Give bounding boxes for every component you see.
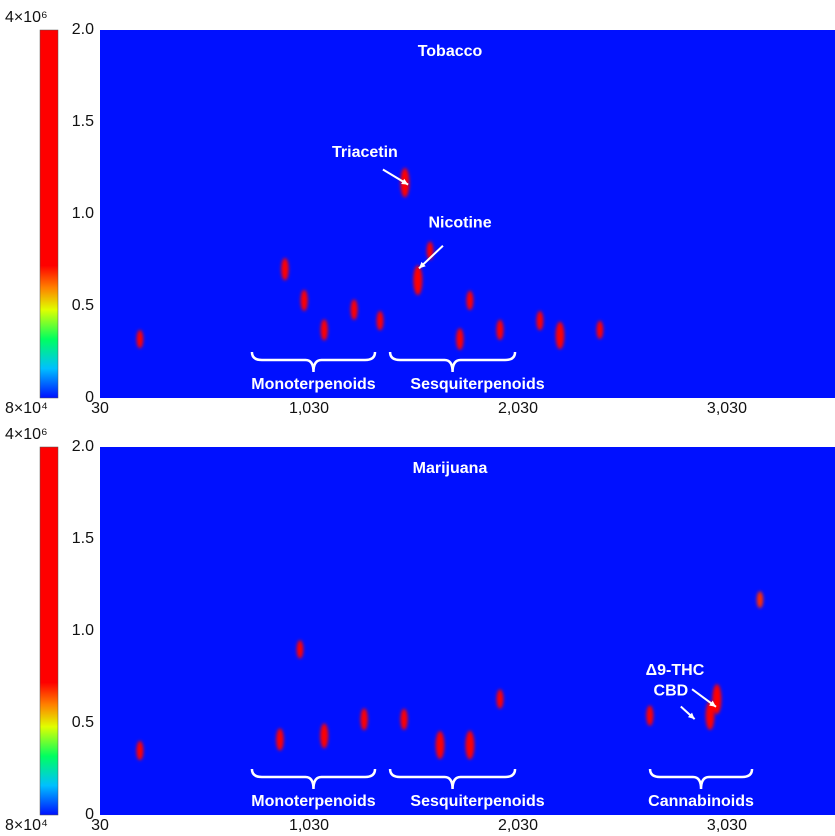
colorbar-max-label: 4×10⁶ (5, 9, 48, 26)
x-tick-label: 1,030 (289, 400, 329, 417)
y-tick-label: 1.5 (72, 113, 94, 130)
y-tick-label: 1.0 (72, 205, 94, 222)
colorbar (39, 446, 59, 816)
peak (360, 708, 368, 731)
region-bracket (648, 768, 754, 790)
annotation-arrowhead (401, 178, 409, 185)
colorbar-min-label: 8×10⁴ (5, 817, 48, 834)
peak (646, 705, 654, 726)
y-tick-label: 0.5 (72, 714, 94, 731)
x-tick-label: 2,030 (498, 400, 538, 417)
peaks (136, 168, 604, 351)
region-bracket (250, 768, 377, 790)
peak (435, 730, 445, 760)
region-label: Monoterpenoids (251, 793, 376, 810)
peak (320, 319, 328, 341)
peak (496, 319, 504, 341)
region-bracket (388, 351, 517, 373)
chart-title: Marijuana (413, 460, 488, 477)
annotation: Nicotine (428, 215, 491, 232)
plot-background (100, 30, 835, 398)
peak (705, 701, 715, 730)
region-bracket (250, 351, 377, 373)
x-tick-label: 30 (91, 400, 109, 417)
x-tick-label: 1,030 (289, 817, 329, 834)
region-label: Sesquiterpenoids (410, 793, 544, 810)
peak (413, 265, 423, 296)
peaks (136, 591, 764, 761)
region-label: Sesquiterpenoids (410, 376, 544, 393)
peak (465, 730, 475, 760)
annotation-arrowhead (709, 700, 716, 707)
peak (300, 289, 308, 312)
x-tick-label: 30 (91, 817, 109, 834)
peak (376, 311, 384, 331)
peak (496, 689, 504, 709)
peak (400, 708, 408, 730)
chart-title: Tobacco (418, 43, 483, 60)
plot-background (100, 447, 835, 815)
peak (136, 330, 144, 349)
peak (555, 321, 565, 350)
peak (281, 258, 289, 281)
region-bracket (388, 768, 517, 790)
peak (596, 320, 604, 340)
x-tick-label: 3,030 (707, 400, 747, 417)
annotation: Triacetin (332, 144, 398, 161)
y-tick-label: 2.0 (72, 438, 94, 455)
y-tick-label: 0 (85, 806, 94, 823)
peak (756, 591, 764, 609)
colorbar-min-label: 8×10⁴ (5, 400, 48, 417)
peak (456, 328, 464, 351)
annotation-arrowhead (419, 261, 426, 269)
colorbar-max-label: 4×10⁶ (5, 426, 48, 443)
annotation-arrowhead (687, 712, 695, 720)
peak (320, 723, 329, 749)
annotation: CBD (654, 683, 689, 700)
peak (350, 299, 358, 320)
peak (136, 740, 144, 761)
y-tick-label: 0.5 (72, 297, 94, 314)
region-label: Cannabinoids (648, 793, 754, 810)
colorbar (39, 29, 59, 399)
x-tick-label: 2,030 (498, 817, 538, 834)
peak (536, 311, 544, 331)
region-label: Monoterpenoids (251, 376, 376, 393)
x-tick-label: 3,030 (707, 817, 747, 834)
y-tick-label: 1.5 (72, 530, 94, 547)
peak (276, 728, 284, 751)
y-tick-label: 2.0 (72, 21, 94, 38)
annotation: Δ9-THC (646, 662, 705, 679)
peak (296, 640, 304, 659)
y-tick-label: 1.0 (72, 622, 94, 639)
y-tick-label: 0 (85, 389, 94, 406)
peak (466, 290, 474, 311)
